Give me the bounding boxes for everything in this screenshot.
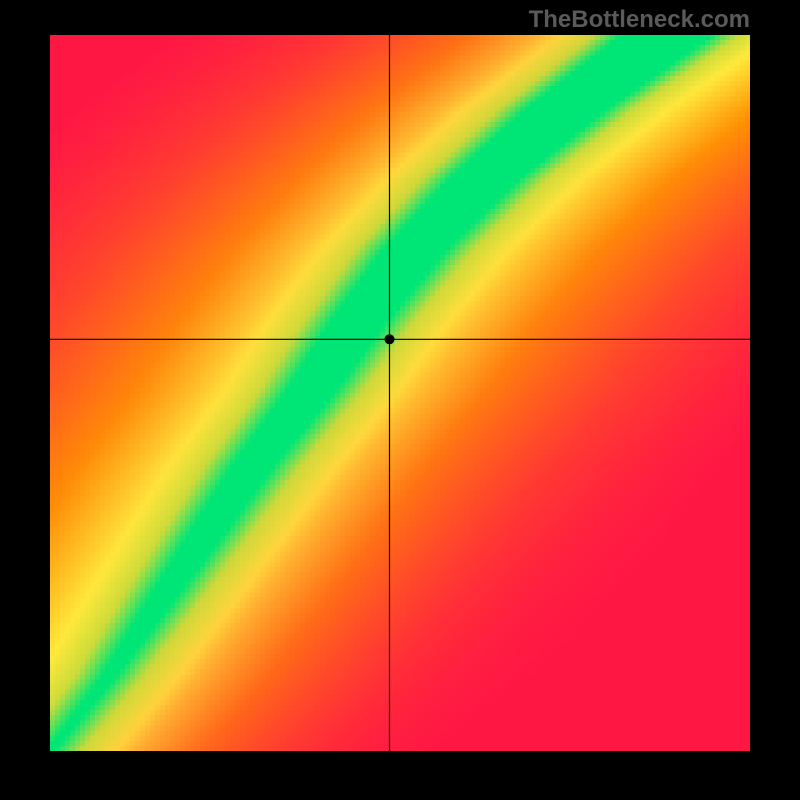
chart-container: TheBottleneck.com [0, 0, 800, 800]
bottleneck-heatmap [50, 35, 750, 751]
watermark-text: TheBottleneck.com [529, 6, 750, 34]
